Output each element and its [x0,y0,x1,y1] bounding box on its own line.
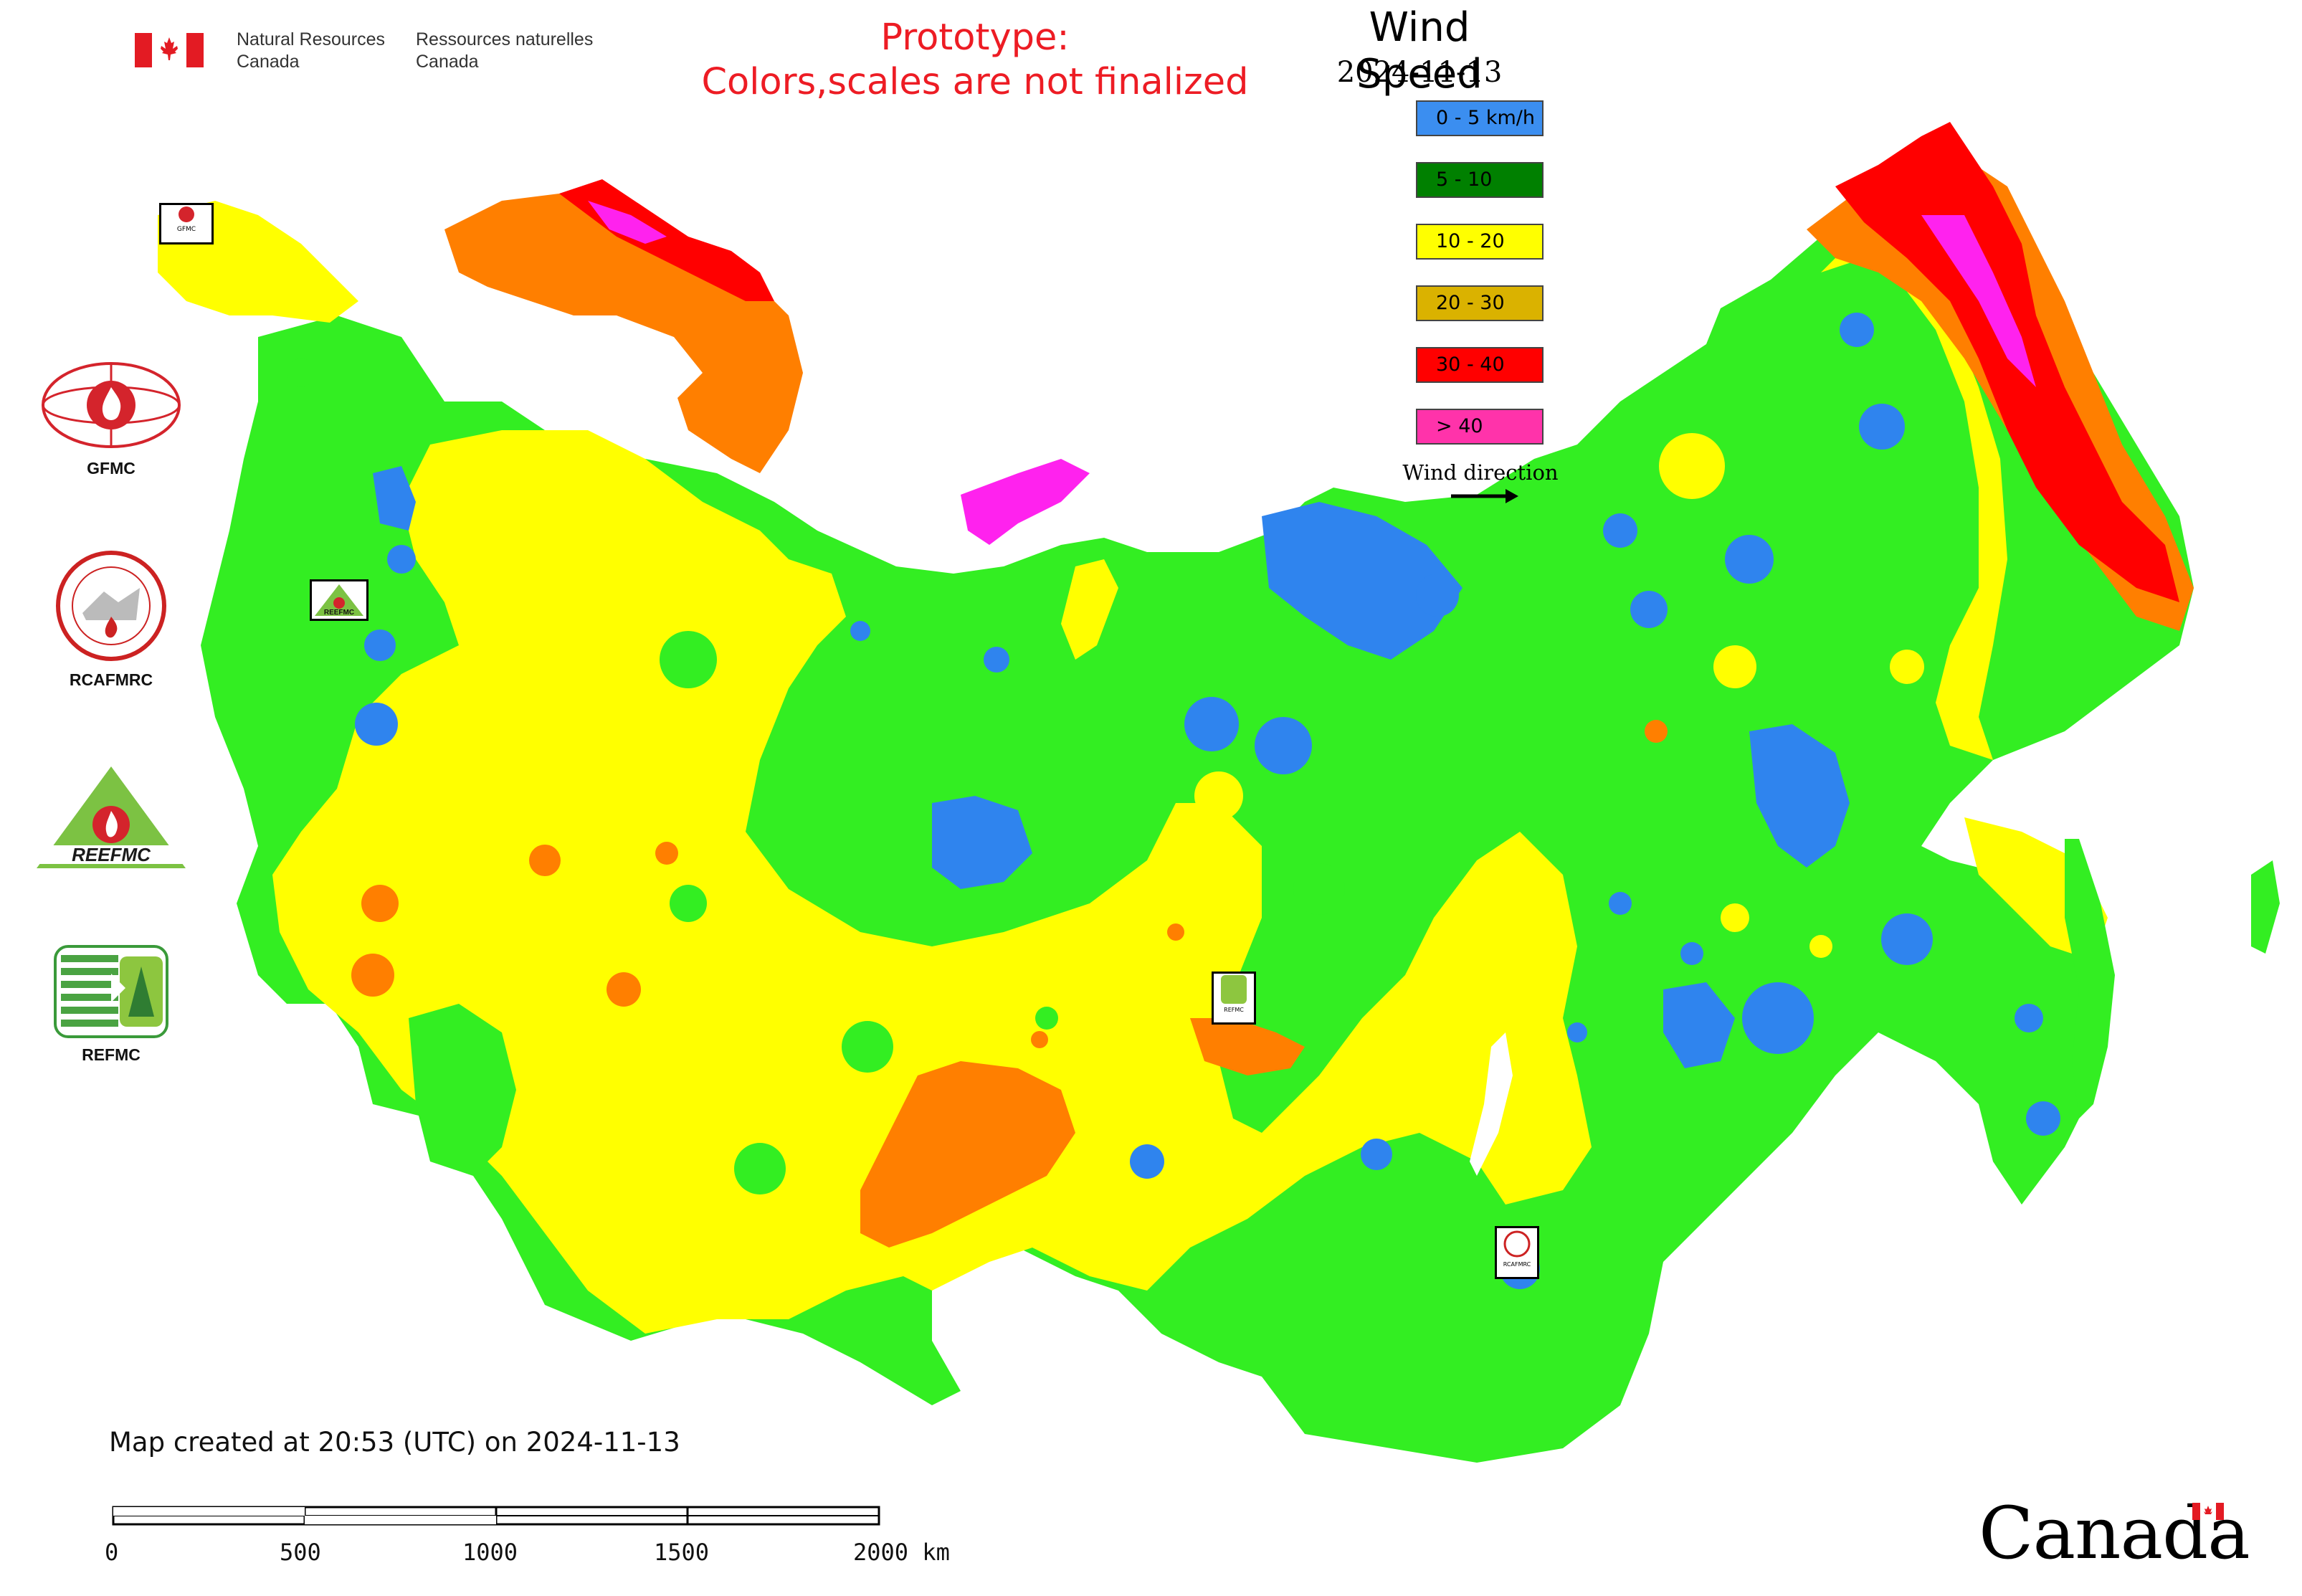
prototype-line1: Prototype: [880,16,1070,59]
legend-item-strong: 30 - 40 [1416,347,1544,383]
wind-direction-label: Wind direction [1402,460,1559,485]
legend-item-fresh: 20 - 30 [1416,285,1544,321]
gov-en-line2: Canada [237,52,300,72]
logo-reefmc: REEFMC [29,764,194,878]
wordmark-flag-icon [2192,1503,2224,1520]
zone-red-fareast [1835,122,2179,602]
caspian-area [409,1004,516,1176]
scale-tick-0: 0 [105,1539,118,1566]
zone-yellow-east [1821,244,2007,760]
zone-calm-east [1663,982,1735,1068]
novaya-zemlya [961,459,1090,545]
zone-orange-center [1190,1018,1305,1075]
island-far-right [2251,860,2280,954]
marker-gfmc-icon [179,206,194,222]
legend-title: Wind Speed [1356,4,1483,98]
scale-tick-500: 500 [280,1539,321,1566]
legend-item-calm: 0 - 5 km/h [1416,100,1544,136]
reefmc-logo-icon: REEFMC [35,766,187,868]
gov-name-english: Natural Resources Canada [237,29,385,73]
government-signature: Natural Resources Canada Ressources natu… [135,29,594,79]
lake-baikal [1470,1032,1513,1176]
scale-tick-1500: 1500 [654,1539,709,1566]
logo-rcafmrc: RCAFMRC [29,548,194,690]
prototype-notice: Prototype: Colors,scales are not finaliz… [617,16,1333,105]
map-created-note: Map created at 20:53 (UTC) on 2024-11-13 [109,1427,680,1458]
logo-refmc: REFMC [29,945,194,1065]
legend-date: 2024-11-13 [1336,56,1503,89]
logo-gfmc-caption: GFMC [87,459,135,478]
zone-gale-northwest [588,201,667,244]
marker-refmc[interactable]: REFMC [1212,972,1256,1025]
marker-rcafmrc[interactable]: RCAFMRC [1495,1226,1539,1279]
zone-calm-yakutia [1749,724,1850,868]
white-sea [559,315,703,402]
zone-gale-fareast [1921,215,2036,387]
gfmc-logo-icon [42,362,181,448]
prototype-line2: Colors,scales are not finalized [701,61,1249,103]
gov-en-line1: Natural Resources [237,29,386,49]
legend-item-light: 5 - 10 [1416,162,1544,198]
legend-item-moderate: 10 - 20 [1416,224,1544,260]
scale-bar: 0 500 1000 1500 2000 km [105,1506,950,1566]
arctic-island [1061,559,1118,660]
refmc-logo-icon [54,945,168,1038]
scale-tick-2000: 2000 km [853,1539,950,1566]
reefmc-logo-text: REEFMC [72,844,151,865]
marker-reefmc-label: REEFMC [324,609,354,617]
zone-calm-taymyr [1262,502,1462,660]
zone-calm-central [932,796,1032,889]
zone-calm-west [373,466,416,531]
marker-reefmc-icon: REEFMC [315,584,363,617]
gov-name-french: Ressources naturelles Canada [416,29,593,73]
wind-blobs [287,313,2060,1289]
logo-rcafmrc-caption: RCAFMRC [69,670,153,689]
zone-yellow-west [272,430,1592,1334]
marker-refmc-label: REFMC [1224,1007,1244,1013]
gov-fr-line1: Ressources naturelles [416,29,594,49]
wind-direction-arrow-icon [1451,489,1518,503]
logo-refmc-caption: REFMC [82,1045,141,1064]
zone-orange-south [860,1061,1075,1248]
sakhalin-island [2065,839,2115,1118]
gov-fr-line2: Canada [416,52,479,72]
scale-tick-1000: 1000 [462,1539,518,1566]
marker-gfmc[interactable]: GFMC [159,203,214,244]
rcafmrc-logo-icon [56,551,166,661]
marker-refmc-icon [1221,975,1247,1004]
marker-rcafmrc-label: RCAFMRC [1503,1261,1531,1268]
legend-item-gale: > 40 [1416,409,1544,445]
marker-reefmc[interactable]: REEFMC [310,579,368,621]
canada-wordmark: Canada [1979,1491,2250,1575]
marker-rcafmrc-icon [1503,1230,1531,1258]
canada-flag-icon [135,33,204,67]
logo-gfmc: GFMC [29,358,194,478]
marker-gfmc-label: GFMC [176,226,196,233]
